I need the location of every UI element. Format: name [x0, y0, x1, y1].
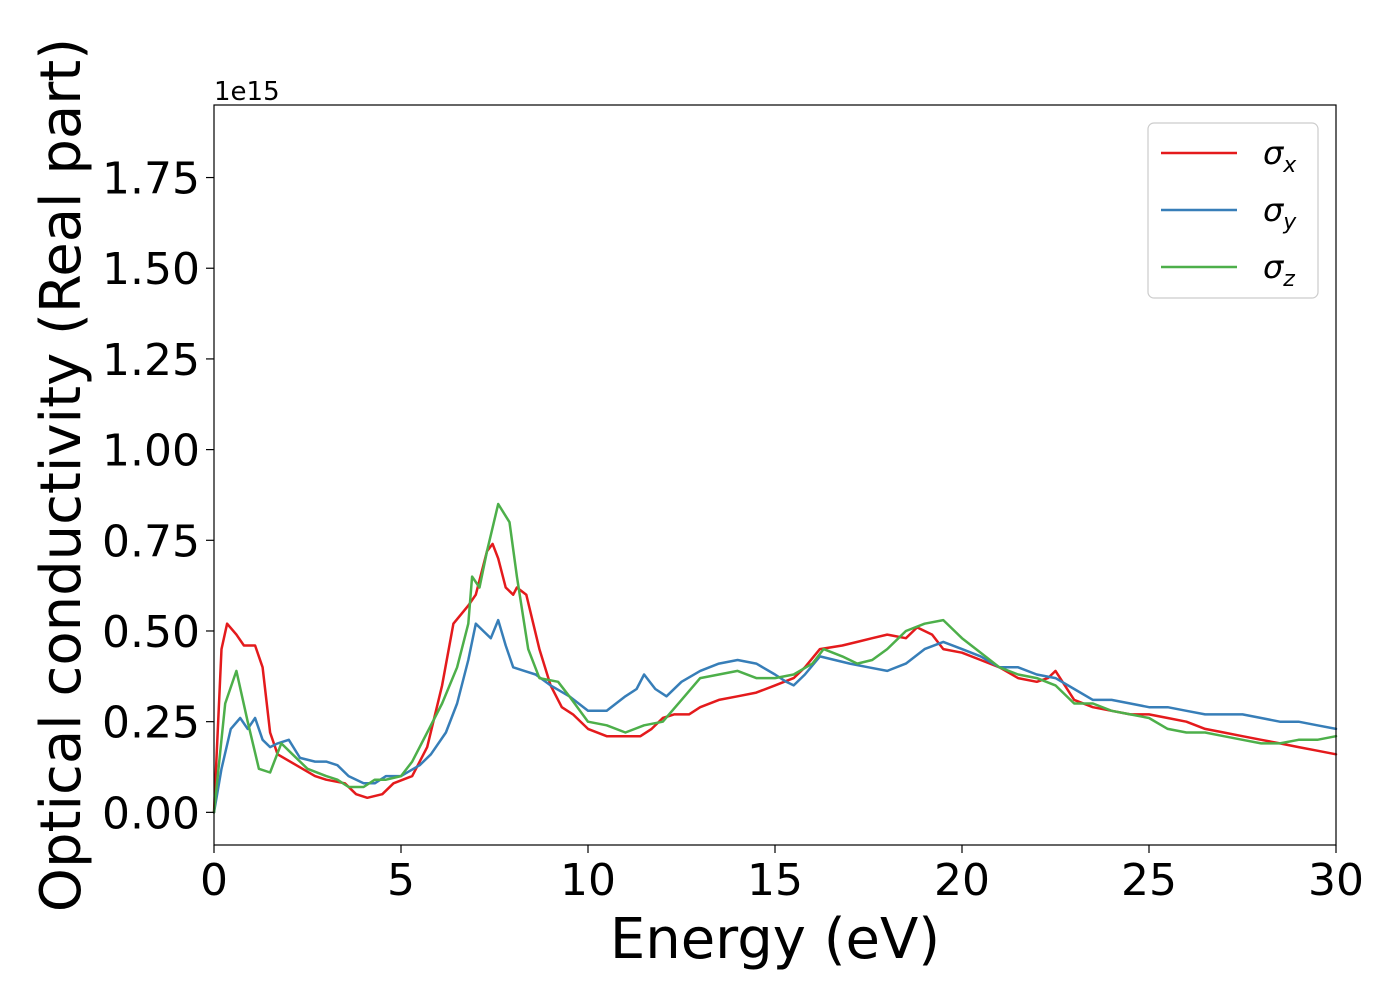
legend-label-x: σx: [1263, 134, 1297, 178]
y-tick-label: 0.75: [102, 516, 200, 567]
y-tick-label: 1.75: [102, 154, 200, 205]
x-tick-label: 5: [387, 855, 415, 906]
series-layer: [212, 502, 1338, 814]
x-axis: 0 5 10 15 20 25 30: [200, 845, 1364, 906]
x-tick-label: 20: [934, 855, 990, 906]
y-tick-label: 1.00: [102, 426, 200, 477]
y-axis-label: Optical conductivity (Real part): [29, 38, 94, 912]
x-axis-label: Energy (eV): [610, 907, 940, 972]
y-axis: 0.00 0.25 0.50 0.75 1.00 1.25 1.50 1.75: [102, 154, 214, 839]
legend-label-y: σy: [1263, 191, 1297, 235]
x-tick-label: 10: [560, 855, 616, 906]
legend-label-z: σz: [1263, 248, 1295, 292]
legend: σx σy σz: [1147, 122, 1319, 299]
y-tick-label: 0.50: [102, 607, 200, 658]
x-tick-label: 0: [200, 855, 228, 906]
y-tick-label: 1.25: [102, 335, 200, 386]
x-tick-label: 30: [1308, 855, 1364, 906]
y-tick-label: 1.50: [102, 244, 200, 295]
y-offset-label: 1e15: [214, 77, 280, 107]
y-tick-label: 0.00: [102, 788, 200, 839]
x-tick-label: 15: [747, 855, 803, 906]
series-line-y: [212, 618, 1338, 814]
y-tick-label: 0.25: [102, 698, 200, 749]
series-line-z: [212, 502, 1338, 814]
x-tick-label: 25: [1121, 855, 1177, 906]
